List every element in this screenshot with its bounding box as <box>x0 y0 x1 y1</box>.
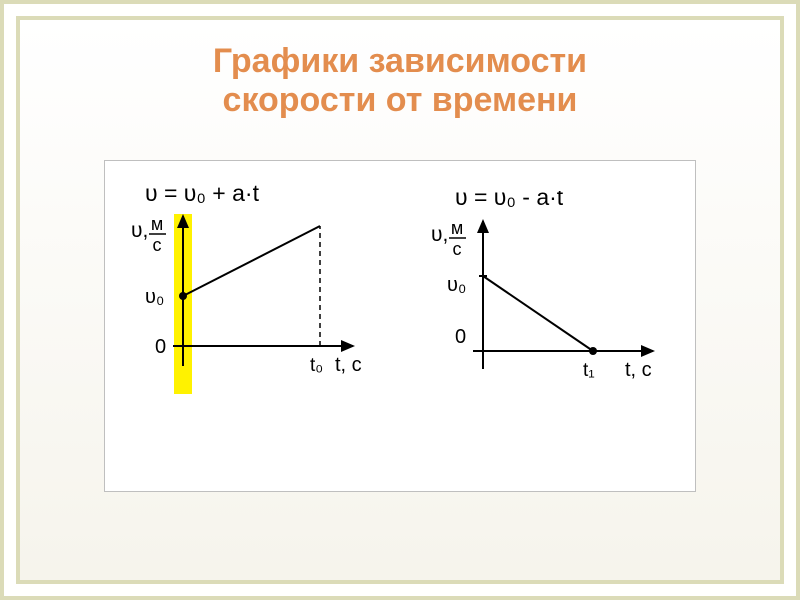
svg-text:0: 0 <box>455 326 466 348</box>
inner-frame: Графики зависимости скорости от времени … <box>16 16 784 584</box>
svg-text:t, с: t, с <box>625 359 652 381</box>
title-line-2: скорости от времени <box>30 81 770 120</box>
charts-container: υ = υ₀ + a·tυ,мсυ₀0t₀t, с υ = υ₀ - a·tυ,… <box>104 160 696 492</box>
outer-frame: Графики зависимости скорости от времени … <box>0 0 800 600</box>
svg-text:υ = υ₀ - a·t: υ = υ₀ - a·t <box>455 191 564 210</box>
chart-left: υ = υ₀ + a·t υ,мс υ₀ 0 t₀ t, с <box>125 181 385 471</box>
svg-text:с: с <box>153 235 162 255</box>
chart-right: υ = υ₀ - a·t υ,мс υ₀ 0 t₁ t, с <box>425 191 685 471</box>
svg-text:t₀: t₀ <box>310 355 323 376</box>
title-line-1: Графики зависимости <box>30 42 770 81</box>
svg-text:υ₀: υ₀ <box>145 286 164 308</box>
svg-text:м: м <box>451 218 463 238</box>
svg-text:υ,: υ, <box>431 223 448 246</box>
svg-text:υ,: υ, <box>131 219 148 242</box>
svg-text:м: м <box>151 214 163 234</box>
svg-text:υ = υ₀ + a·t: υ = υ₀ + a·t <box>145 181 260 206</box>
svg-text:с: с <box>453 239 462 259</box>
svg-text:t, с: t, с <box>335 354 362 376</box>
slide-title: Графики зависимости скорости от времени <box>20 20 780 130</box>
svg-text:0: 0 <box>155 336 166 358</box>
svg-text:t₁: t₁ <box>583 360 595 381</box>
svg-text:υ₀: υ₀ <box>447 274 466 296</box>
